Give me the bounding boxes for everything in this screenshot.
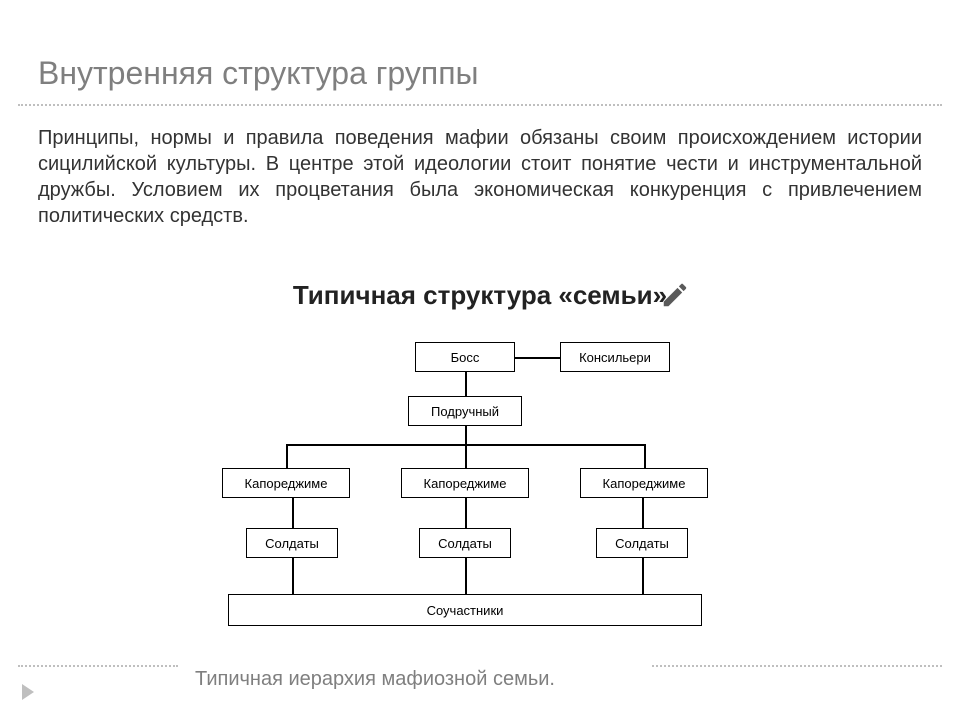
intro-paragraph: Принципы, нормы и правила поведения мафи… [38,125,922,229]
edge [465,444,644,446]
edge [465,372,467,396]
divider-top [18,104,942,106]
edge [642,498,644,528]
edge [465,558,467,594]
node-underboss: Подручный [408,396,522,426]
edge [286,444,288,468]
node-capo3: Капореджиме [580,468,708,498]
node-assoc: Соучастники [228,594,702,626]
divider-bottom-right [652,665,942,667]
edge [292,558,294,594]
node-boss: Босс [415,342,515,372]
divider-bottom-left [18,665,178,667]
node-capo2: Капореджиме [401,468,529,498]
page-title: Внутренняя структура группы [38,55,479,92]
pencil-icon [660,280,690,310]
edge [292,498,294,528]
edge [644,444,646,468]
node-sold2: Солдаты [419,528,511,558]
edge [286,444,465,446]
diagram-caption: Типичная иерархия мафиозной семьи. [195,668,555,691]
edge [642,558,644,594]
node-sold1: Солдаты [246,528,338,558]
node-sold3: Солдаты [596,528,688,558]
org-chart: Босс Консильери Подручный Капореджиме Капоре… [0,334,960,654]
node-capo1: Капореджиме [222,468,350,498]
bullet-arrow-icon [22,684,34,700]
edge [515,357,560,359]
node-consigliere: Консильери [560,342,670,372]
diagram-title: Типичная структура «семьи» [0,280,960,311]
edge [465,426,467,444]
edge [465,498,467,528]
